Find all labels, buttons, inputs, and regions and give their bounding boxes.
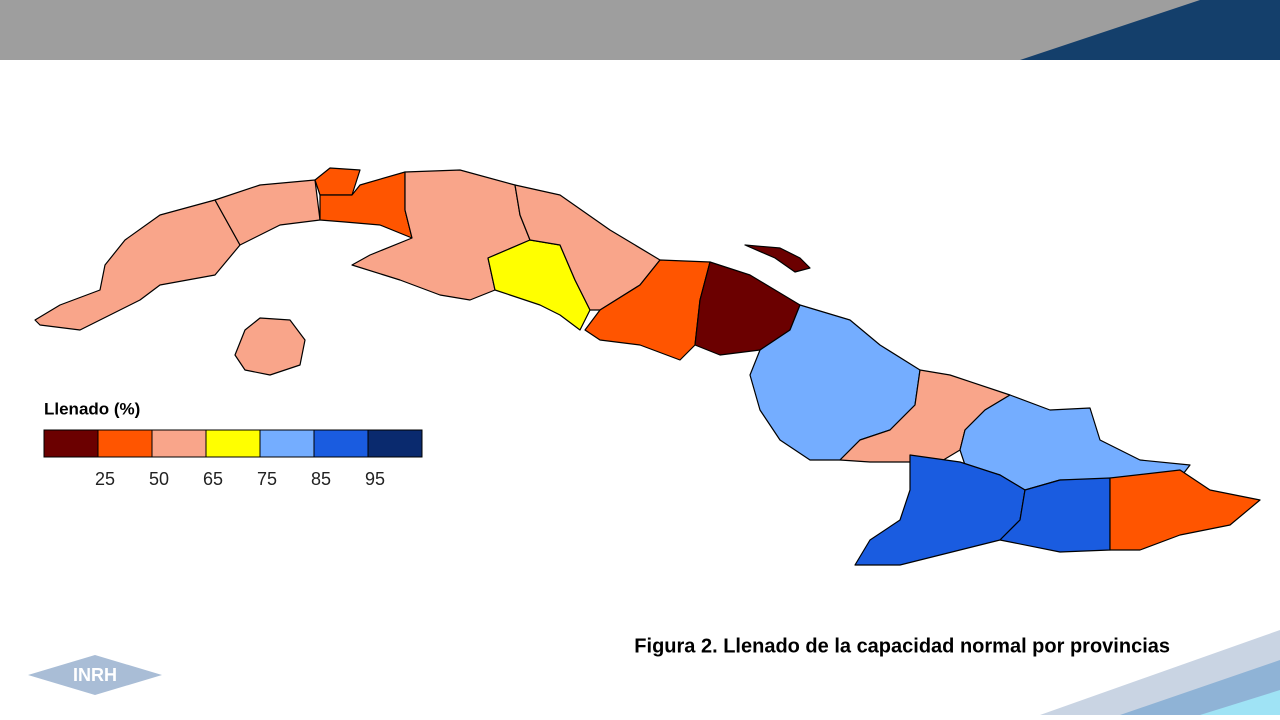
- footer-accent: [1200, 690, 1280, 715]
- header-accent: [1020, 0, 1280, 60]
- province: [34, 199, 241, 331]
- logo-text: INRH: [73, 665, 117, 685]
- legend-swatch: [259, 429, 315, 458]
- legend-swatch: [313, 429, 369, 458]
- province: [1109, 469, 1261, 551]
- legend-swatch: [205, 429, 261, 458]
- province: [999, 477, 1111, 553]
- legend-swatch: [97, 429, 153, 458]
- province: [234, 317, 306, 376]
- caption: Figura 2. Llenado de la capacidad normal…: [634, 635, 1170, 657]
- legend-tick-label: 50: [149, 469, 169, 489]
- legend-swatch: [43, 429, 99, 458]
- legend: 25 50 65 75 85 95: [43, 429, 423, 489]
- legend-swatch: [151, 429, 207, 458]
- map: [34, 167, 1261, 566]
- province: [744, 244, 811, 273]
- legend-title: Llenado (%): [44, 399, 140, 418]
- logo-diamond: [28, 655, 162, 695]
- legend-swatch: [367, 429, 423, 458]
- legend-tick-label: 75: [257, 469, 277, 489]
- footer-accent: [1120, 660, 1280, 715]
- province: [854, 454, 1026, 566]
- legend-tick-label: 65: [203, 469, 223, 489]
- legend-tick-label: 85: [311, 469, 331, 489]
- province: [314, 167, 361, 196]
- legend-tick-label: 25: [95, 469, 115, 489]
- province: [514, 184, 661, 311]
- legend-tick-label: 95: [365, 469, 385, 489]
